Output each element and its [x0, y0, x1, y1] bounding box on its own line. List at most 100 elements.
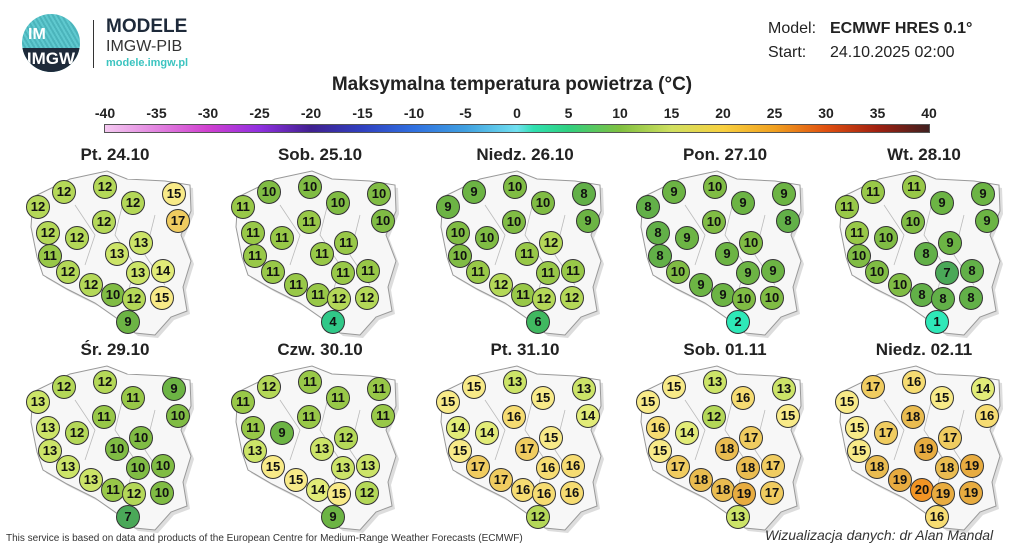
- station-temperature: 8: [931, 287, 955, 311]
- station-temperature: 12: [489, 273, 513, 297]
- station-temperature: 8: [646, 221, 670, 245]
- day-title: Sob. 01.11: [683, 340, 767, 359]
- imgw-logo: IM IMGW: [22, 14, 80, 72]
- station-temperature: 10: [448, 244, 472, 268]
- station-temperature: 10: [126, 456, 150, 480]
- brand-title: MODELE: [106, 16, 188, 37]
- station-temperature: 15: [462, 375, 486, 399]
- station-temperature: 17: [760, 481, 784, 505]
- station-temperature: 14: [475, 421, 499, 445]
- station-temperature: 14: [971, 377, 995, 401]
- station-temperature: 11: [334, 231, 358, 255]
- colorbar-tick: -15: [352, 105, 373, 121]
- station-temperature: 9: [971, 182, 995, 206]
- station-temperature: 9: [715, 242, 739, 266]
- station-temperature: 10: [150, 481, 174, 505]
- station-temperature: 11: [231, 390, 255, 414]
- station-temperature: 15: [835, 390, 859, 414]
- station-temperature: 10: [503, 175, 527, 199]
- station-temperature: 12: [93, 175, 117, 199]
- station-temperature: 13: [310, 437, 334, 461]
- colorbar-tick: -20: [300, 105, 322, 121]
- poland-map: 12 11 11 11 11 11 11 11 9 12 13 13 15 13 13 15 14 15 12 9: [220, 360, 420, 535]
- station-temperature: 17: [874, 421, 898, 445]
- station-temperature: 13: [56, 455, 80, 479]
- station-temperature: 11: [231, 195, 255, 219]
- station-temperature: 11: [310, 242, 334, 266]
- station-temperature: 11: [92, 405, 116, 429]
- station-temperature: 12: [539, 231, 563, 255]
- station-temperature: 10: [105, 437, 129, 461]
- colorbar-tick: -10: [403, 105, 425, 121]
- colorbar-tick: 5: [564, 105, 573, 121]
- station-temperature: 11: [515, 242, 539, 266]
- station-temperature: 18: [715, 437, 739, 461]
- station-temperature: 15: [162, 182, 186, 206]
- station-temperature: 16: [975, 404, 999, 428]
- station-temperature: 11: [466, 260, 490, 284]
- station-temperature: 15: [847, 439, 871, 463]
- station-temperature: 13: [26, 390, 50, 414]
- station-temperature: 15: [531, 386, 555, 410]
- brand-url[interactable]: modele.imgw.pl: [106, 57, 189, 69]
- station-temperature: 15: [261, 455, 285, 479]
- station-temperature: 14: [151, 259, 175, 283]
- station-temperature: 17: [489, 468, 513, 492]
- station-temperature: 17: [515, 437, 539, 461]
- station-temperature: 11: [241, 221, 265, 245]
- station-temperature: 9: [116, 310, 140, 334]
- station-temperature: 16: [560, 481, 584, 505]
- station-temperature: 9: [662, 180, 686, 204]
- colorbar-tick: -30: [197, 105, 219, 121]
- station-temperature: 19: [732, 482, 756, 506]
- station-temperature: 8: [960, 259, 984, 283]
- visualization-credit: Wizualizacja danych: dr Alan Mandal: [765, 527, 994, 543]
- station-temperature: 10: [732, 287, 756, 311]
- colorbar-tick: 25: [766, 105, 783, 121]
- poland-map: 15 13 15 16 13 15 12 16 14 17 15 18 17 18 17 18 18 19 17 13: [625, 360, 825, 535]
- station-temperature: 13: [36, 416, 60, 440]
- station-temperature: 15: [648, 439, 672, 463]
- station-temperature: 1: [925, 310, 949, 334]
- station-temperature: 11: [536, 261, 560, 285]
- station-temperature: 12: [79, 273, 103, 297]
- station-temperature: 16: [532, 482, 556, 506]
- station-temperature: 2: [726, 310, 750, 334]
- day-title: Śr. 29.10: [80, 340, 150, 359]
- day-title: Czw. 30.10: [277, 340, 363, 359]
- station-temperature: 13: [703, 370, 727, 394]
- station-temperature: 10: [101, 283, 125, 307]
- station-temperature: 11: [371, 404, 395, 428]
- station-temperature: 10: [702, 210, 726, 234]
- station-temperature: 10: [475, 226, 499, 250]
- station-temperature: 19: [959, 481, 983, 505]
- station-temperature: 11: [331, 261, 355, 285]
- station-temperature: 8: [636, 195, 660, 219]
- station-temperature: 10: [531, 191, 555, 215]
- station-temperature: 19: [960, 454, 984, 478]
- colorbar-tick: -40: [94, 105, 116, 121]
- colorbar-tick: 35: [869, 105, 886, 121]
- station-temperature: 9: [689, 273, 713, 297]
- station-temperature: 15: [776, 404, 800, 428]
- station-temperature: 13: [129, 231, 153, 255]
- station-temperature: 13: [572, 377, 596, 401]
- station-temperature: 12: [355, 286, 379, 310]
- station-temperature: 18: [865, 455, 889, 479]
- station-temperature: 10: [371, 209, 395, 233]
- station-temperature: 12: [526, 505, 550, 529]
- station-temperature: 14: [576, 404, 600, 428]
- station-temperature: 12: [122, 287, 146, 311]
- logo-divider: [93, 20, 94, 68]
- station-temperature: 17: [761, 454, 785, 478]
- station-temperature: 13: [772, 377, 796, 401]
- station-temperature: 9: [731, 191, 755, 215]
- station-temperature: 11: [284, 273, 308, 297]
- station-temperature: 11: [297, 210, 321, 234]
- station-temperature: 11: [326, 386, 350, 410]
- station-temperature: 16: [925, 505, 949, 529]
- station-temperature: 12: [702, 405, 726, 429]
- station-temperature: 18: [689, 468, 713, 492]
- station-temperature: 9: [736, 261, 760, 285]
- model-label: Model:: [768, 20, 817, 37]
